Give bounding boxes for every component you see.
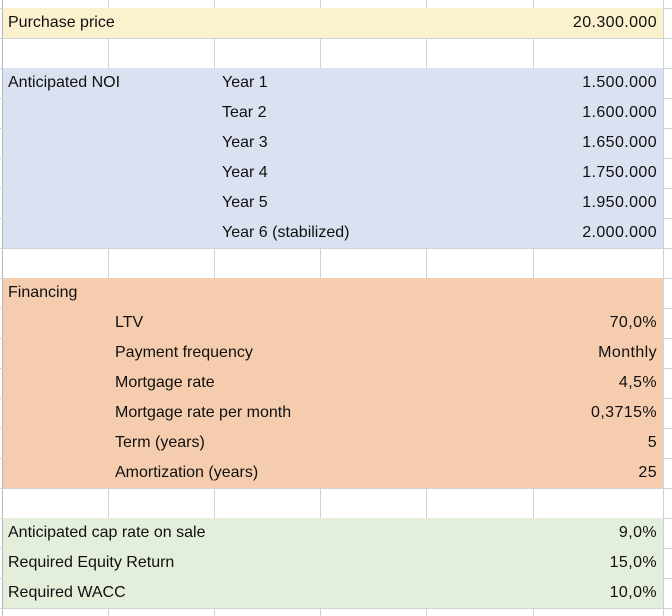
cell-value-amortization-years[interactable]: 25 <box>638 464 657 481</box>
cell-label-year-5[interactable]: Year 5 <box>222 194 268 211</box>
cell-label-payment-frequency[interactable]: Payment frequency <box>115 344 253 361</box>
cell-value-mortgage-rate-per-month[interactable]: 0,3715% <box>591 404 657 421</box>
sheet-row-year-5: Year 5 1.950.000 <box>3 188 663 218</box>
cell-label-mortgage-rate-per-month[interactable]: Mortgage rate per month <box>115 404 292 421</box>
cell-value-year-5[interactable]: 1.950.000 <box>582 194 657 211</box>
sheet-row-ltv: LTV 70,0% <box>3 308 663 338</box>
cell-label-financing[interactable]: Financing <box>8 284 78 301</box>
sheet-row-year-4: Year 4 1.750.000 <box>3 158 663 188</box>
sheet-row-mortgage-rate-per-month: Mortgage rate per month 0,3715% <box>3 398 663 428</box>
row-gridline <box>0 38 672 39</box>
cell-label-year-3[interactable]: Year 3 <box>222 134 268 151</box>
cell-label-term-years[interactable]: Term (years) <box>115 434 205 451</box>
sheet-row-tear-2: Tear 2 1.600.000 <box>3 98 663 128</box>
cell-value-year-6-stabilized[interactable]: 2.000.000 <box>582 224 657 241</box>
cell-label-required-wacc[interactable]: Required WACC <box>8 584 126 601</box>
cell-value-anticipated-cap-rate-on-sale[interactable]: 9,0% <box>618 524 657 541</box>
cell-value-required-wacc[interactable]: 10,0% <box>609 584 657 601</box>
cell-label-purchase-price[interactable]: Purchase price <box>8 14 115 31</box>
sheet-row-anticipated-cap-rate-on-sale: Anticipated cap rate on sale 9,0% <box>3 518 663 548</box>
cell-value-payment-frequency[interactable]: Monthly <box>598 344 657 361</box>
sheet-row-required-wacc: Required WACC 10,0% <box>3 578 663 608</box>
cell-value-ltv[interactable]: 70,0% <box>609 314 657 331</box>
sheet-row-required-equity-return: Required Equity Return 15,0% <box>3 548 663 578</box>
sheet-row-mortgage-rate: Mortgage rate 4,5% <box>3 368 663 398</box>
sheet-row-payment-frequency: Payment frequency Monthly <box>3 338 663 368</box>
sheet-row-blank <box>3 248 663 278</box>
cell-value-anticipated-noi[interactable]: 1.500.000 <box>582 74 657 91</box>
cell-value-tear-2[interactable]: 1.600.000 <box>582 104 657 121</box>
cell-label-year-4[interactable]: Year 4 <box>222 164 268 181</box>
sheet-row-purchase-price: Purchase price 20.300.000 <box>3 8 663 38</box>
cell-value-required-equity-return[interactable]: 15,0% <box>609 554 657 571</box>
sheet-row-year-3: Year 3 1.650.000 <box>3 128 663 158</box>
row-gridline <box>0 488 672 489</box>
cell-value-year-4[interactable]: 1.750.000 <box>582 164 657 181</box>
cell-label-anticipated-noi[interactable]: Anticipated NOI <box>8 74 121 91</box>
cell-label-year-1[interactable]: Year 1 <box>222 74 268 91</box>
sheet-row-blank <box>3 38 663 68</box>
sheet-row-anticipated-noi: Anticipated NOI Year 1 1.500.000 <box>3 68 663 98</box>
sheet-row-blank <box>3 488 663 518</box>
cell-label-anticipated-cap-rate-on-sale[interactable]: Anticipated cap rate on sale <box>8 524 206 541</box>
cell-value-term-years[interactable]: 5 <box>647 434 657 451</box>
cell-label-ltv[interactable]: LTV <box>115 314 144 331</box>
sheet-row-financing: Financing <box>3 278 663 308</box>
sheet-row-year-6-stabilized: Year 6 (stabilized) 2.000.000 <box>3 218 663 248</box>
sheet-row-term-years: Term (years) 5 <box>3 428 663 458</box>
row-gridline <box>0 248 672 249</box>
cell-label-required-equity-return[interactable]: Required Equity Return <box>8 554 175 571</box>
sheet-rows: Purchase price 20.300.000 Anticipated NOI Y… <box>0 8 672 608</box>
cell-label-year-6-stabilized[interactable]: Year 6 (stabilized) <box>222 224 350 241</box>
cell-label-amortization-years[interactable]: Amortization (years) <box>115 464 259 481</box>
sheet-row-amortization-years: Amortization (years) 25 <box>3 458 663 488</box>
cell-value-purchase-price[interactable]: 20.300.000 <box>572 14 657 31</box>
cell-value-year-3[interactable]: 1.650.000 <box>582 134 657 151</box>
row-gridline <box>0 608 672 609</box>
cell-value-mortgage-rate[interactable]: 4,5% <box>618 374 657 391</box>
cell-label-mortgage-rate[interactable]: Mortgage rate <box>115 374 215 391</box>
cell-label-tear-2[interactable]: Tear 2 <box>222 104 267 121</box>
